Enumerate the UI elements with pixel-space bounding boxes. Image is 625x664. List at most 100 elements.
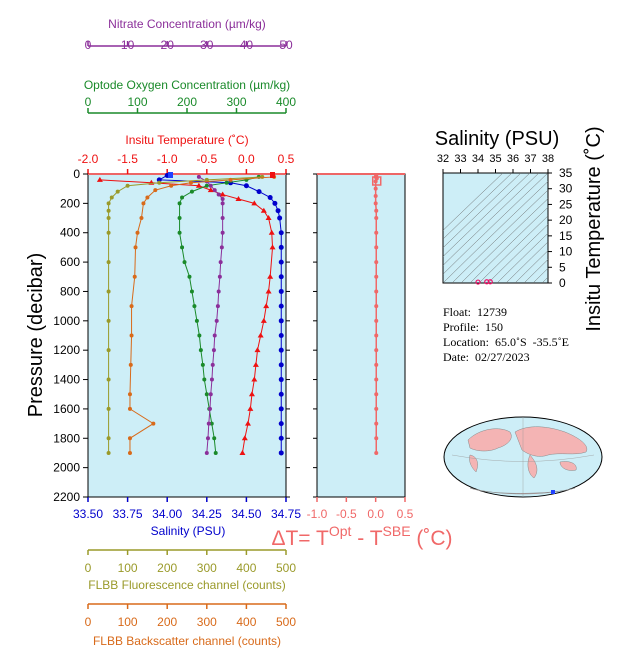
fluorescence-tick-label: 300 [197, 561, 217, 575]
delta-point [374, 230, 379, 235]
fluorescence-point [106, 230, 111, 235]
delta-point [374, 260, 379, 265]
oxygen-point [189, 189, 194, 194]
backscatter-point [228, 177, 233, 182]
delta-point [373, 201, 378, 206]
salinity-point [278, 421, 284, 427]
pressure-tick-label: 1200 [53, 343, 80, 357]
salinity-tick-label: 33.50 [73, 507, 103, 521]
oxygen-point [182, 260, 187, 265]
delta-point [374, 377, 379, 382]
fluorescence-point [204, 177, 209, 182]
delta-point [373, 194, 378, 199]
ts-contour-line [443, 173, 513, 240]
fluorescence-point [106, 289, 111, 294]
ts-contour-line [496, 232, 548, 283]
salinity-point [278, 406, 284, 412]
oxygen-tick-label: 100 [127, 95, 147, 109]
fluorescence-point [106, 436, 111, 441]
oxygen-point [187, 274, 192, 279]
salinity-point [278, 244, 284, 250]
float-location-marker [551, 490, 555, 494]
nitrate-point [214, 318, 219, 323]
temperature-tick-label: 0.5 [278, 152, 295, 166]
delta-point [374, 450, 379, 455]
backscatter-point [127, 436, 132, 441]
fluorescence-point [125, 183, 130, 188]
salinity-tick-label: 33.75 [113, 507, 143, 521]
ts-contour-line [460, 198, 548, 283]
oxygen-tick-label: 0 [85, 95, 92, 109]
pressure-tick-label: 1800 [53, 431, 80, 445]
ts-contour-line [443, 173, 531, 257]
delta-tick-label: 0.0 [367, 507, 384, 521]
nitrate-point [206, 421, 211, 426]
temperature-point [269, 244, 276, 250]
delta-panel-bg [316, 173, 406, 498]
oxygen-tick-label: 300 [226, 95, 246, 109]
ts-y-tick-label: 0 [559, 276, 566, 290]
temperature-point [241, 435, 248, 441]
float-id: Float: 12739 [443, 305, 508, 319]
oxygen-point [224, 180, 229, 185]
salinity-point [243, 183, 249, 189]
oxygen-point [177, 216, 182, 221]
ts-contour-line [443, 173, 540, 266]
backscatter-point [141, 201, 146, 206]
delta-axis-label: ΔT= TOpt - TSBE (˚C) [271, 523, 452, 550]
fluorescence-tick-label: 100 [118, 561, 138, 575]
pressure-axis-label: Pressure (decibar) [25, 253, 47, 418]
backscatter-tick-label: 300 [197, 615, 217, 629]
salinity-point [156, 177, 162, 183]
delta-point [374, 421, 379, 426]
ts-y-tick-label: 5 [559, 260, 566, 274]
pressure-tick-label: 1400 [53, 373, 80, 387]
backscatter-point [129, 304, 134, 309]
pressure-tick-label: 600 [60, 255, 80, 269]
delta-point [374, 216, 379, 221]
backscatter-point [139, 216, 144, 221]
backscatter-point [135, 230, 140, 235]
temperature-point [260, 207, 267, 213]
pressure-tick-label: 1600 [53, 402, 80, 416]
ts-y-tick-label: 25 [559, 197, 573, 211]
nitrate-point [220, 216, 225, 221]
ts-point [475, 279, 481, 285]
fluorescence-tick-label: 0 [85, 561, 92, 575]
salinity-point [278, 391, 284, 397]
ts-contour-line [505, 241, 548, 283]
backscatter-point [153, 188, 158, 193]
salinity-point [275, 208, 281, 214]
delta-point [374, 318, 379, 323]
delta-point [374, 436, 379, 441]
oxygen-point [180, 245, 185, 250]
ts-x-tick-label: 36 [507, 153, 519, 165]
temperature-point [268, 229, 275, 235]
backscatter-point [133, 245, 138, 250]
ts-contour-line [443, 181, 548, 283]
nitrate-point [208, 183, 213, 188]
ts-point [487, 279, 493, 285]
delta-point [374, 406, 379, 411]
salinity-point [278, 230, 284, 236]
backscatter-tick-label: 400 [236, 615, 256, 629]
delta-tick-label: -1.0 [307, 507, 328, 521]
ts-x-tick-label: 33 [454, 153, 466, 165]
backscatter-tick-label: 500 [276, 615, 296, 629]
fluorescence-point [106, 406, 111, 411]
ts-y-tick-label: 30 [559, 182, 573, 196]
oxygen-point [197, 333, 202, 338]
temperature-point [257, 332, 264, 338]
ts-y-tick-label: 10 [559, 245, 573, 259]
ts-density-contours [443, 173, 548, 283]
ts-y-tick-label: 20 [559, 213, 573, 227]
salinity-tick-label: 34.50 [231, 507, 261, 521]
ts-contour-line [478, 215, 548, 283]
delta-point [374, 208, 379, 213]
nitrate-point [216, 289, 221, 294]
fluorescence-point [106, 450, 111, 455]
backscatter-point [132, 274, 137, 279]
delta-point [374, 245, 379, 250]
surface-salinity-marker [168, 172, 173, 178]
